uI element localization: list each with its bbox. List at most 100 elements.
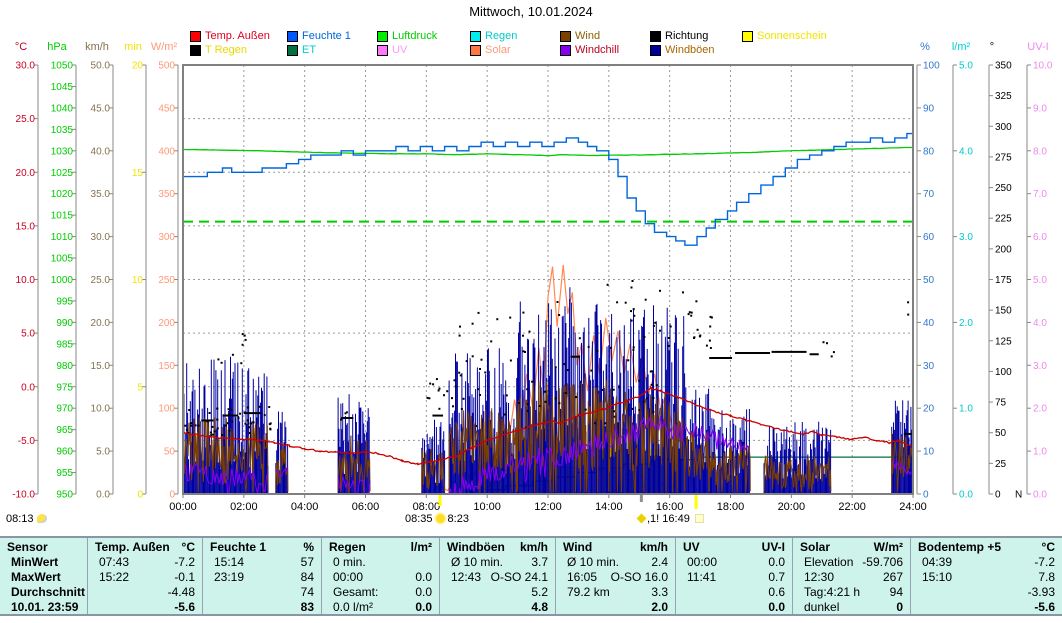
stats-column-regen: Regen l/m² 0 min. 00:00 0.0 Gesamt: 0.0 0.0 l/m… — [321, 538, 439, 614]
axis-tick-label: 15 — [132, 168, 144, 179]
axis-unit-label: l/m² — [952, 41, 971, 53]
legend-item-uv: UV — [377, 44, 407, 56]
series-windchill — [183, 415, 912, 494]
axis-tick-label: 8.0 — [1033, 146, 1047, 157]
legend-swatch-icon — [650, 44, 661, 56]
legend-label: Solar — [485, 44, 511, 56]
axis-tick-label: 1000 — [51, 275, 74, 286]
axis-tick-label: 5.0 — [96, 447, 110, 458]
axis-tick-label: 5.0 — [21, 329, 35, 340]
axis-tick-label: 2.0 — [1033, 404, 1047, 415]
axis-tick-label: 30.0 — [91, 232, 111, 243]
stats-row: -4.48 — [167, 585, 195, 599]
stats-column-header: Bodentemp +5 °C — [918, 540, 1055, 554]
stats-row: 00:00 0.0 — [687, 555, 785, 569]
stats-row: 23:19 84 — [214, 570, 314, 584]
axis-tick-label: 965 — [56, 425, 73, 436]
stats-row: Ø 10 min. 3.7 — [451, 555, 548, 569]
axis-tick-label: 1005 — [51, 254, 74, 265]
legend-item-luftdruck: Luftdruck — [377, 30, 437, 42]
x-tick-label: 08:00 — [413, 501, 441, 513]
sunrise-annotation: 08:35 8:23 — [405, 511, 469, 526]
axis-tick-label: 350 — [158, 189, 175, 200]
stats-row: -5.6 — [174, 600, 195, 614]
stats-row: Gesamt: 0.0 — [333, 585, 432, 599]
axis-tick-label: 1.0 — [1033, 447, 1047, 458]
axis-tick-label: 100 — [158, 404, 175, 415]
x-tick-label: 18:00 — [717, 501, 745, 513]
axis-tick-label: 985 — [56, 339, 73, 350]
x-tick-label: 00:00 — [169, 501, 197, 513]
legend-label: T Regen — [205, 44, 247, 56]
axis-tick-label: 0 — [923, 490, 929, 501]
x-axis-labels: 00:00 02:00 04:00 06:00 08:00 10:00 12:00 14:00… — [169, 494, 927, 513]
stats-column-header: Wind km/h — [563, 540, 668, 554]
axis-tick-label: 80 — [923, 146, 935, 157]
axis-tick-label: 150 — [995, 306, 1012, 317]
legend-swatch-icon — [470, 30, 481, 42]
stats-column-header: Windböen km/h — [447, 540, 548, 554]
stats-column-temp-au-en: Temp. Außen °C 07:43 -7.2 15:22 -0.1 -4.48 -5.6 — [87, 538, 202, 614]
axis-tick-label: 5.0 — [959, 61, 973, 72]
axis-tick-label: 20 — [132, 61, 144, 72]
legend-swatch-icon — [560, 44, 571, 56]
stats-row: 0.0 — [768, 600, 785, 614]
axis-unit-label: hPa — [47, 41, 67, 53]
axis-tick-label: 30.0 — [16, 61, 36, 72]
axis-tick-label: 0.0 — [1033, 490, 1047, 501]
axis-tick-label: 3.0 — [959, 232, 973, 243]
axis-tick-label: 1045 — [51, 82, 74, 93]
axis-tick-label: 0 — [995, 490, 1001, 501]
legend-swatch-icon — [560, 30, 571, 42]
axis-tick-label: 40 — [923, 318, 935, 329]
stats-column-sensor: Sensor MinWert MaxWert Durchschnitt 10.01. 2… — [0, 538, 87, 614]
legend-item-windb-en: Windböen — [650, 44, 715, 56]
axis-tick-label: 950 — [56, 490, 73, 501]
stats-row: Ø 10 min. 2.4 — [567, 555, 668, 569]
legend-label: Feuchte 1 — [302, 30, 351, 42]
axis-unit-label: min — [124, 41, 142, 53]
x-tick-label: 16:00 — [656, 501, 684, 513]
series-direction — [184, 280, 912, 437]
series-pressure — [183, 146, 913, 157]
axis-tick-label: 150 — [158, 361, 175, 372]
civil-dawn-time: 08:35 — [405, 512, 433, 525]
axis-tick-label: 10 — [923, 447, 935, 458]
axis-tick-label: 125 — [995, 336, 1012, 347]
axis-tick-label: 300 — [995, 122, 1012, 133]
axis-tick-label: 50 — [923, 275, 935, 286]
stats-row: 15:14 57 — [214, 555, 314, 569]
axis-tick-label: 35.0 — [91, 189, 111, 200]
sunset-annotation: ,1! 16:49 — [636, 511, 704, 526]
stats-column-header: Temp. Außen °C — [95, 540, 195, 554]
legend-item-temp-au-en: Temp. Außen — [190, 30, 270, 42]
x-tick-label: 10:00 — [473, 501, 501, 513]
axis-tick-label: 955 — [56, 468, 73, 479]
stats-column-feuchte-1: Feuchte 1% 15:14 57 23:19 84 74 83 — [202, 538, 321, 614]
stats-row: -5.6 — [1034, 600, 1055, 614]
axis-tick-label: 7.0 — [1033, 189, 1047, 200]
axis-tick-label: 0 — [169, 490, 175, 501]
axis-tick-label: 60 — [923, 232, 935, 243]
axis-sunshine: 20 15 10 5 0 min — [124, 41, 147, 501]
axis-tick-label: 15.0 — [16, 221, 36, 232]
axis-tick-label: 0.0 — [21, 382, 35, 393]
axis-rain: 5.0 4.0 3.0 2.0 1.0 0.0 l/m² — [952, 41, 974, 501]
axis-tick-label: 10.0 — [1033, 61, 1053, 72]
axis-tick-label: 9.0 — [1033, 103, 1047, 114]
axis-tick-label: 40.0 — [91, 146, 111, 157]
axis-tick-label: 225 — [995, 214, 1012, 225]
axis-tick-label: 90 — [923, 103, 935, 114]
axis-tick-label: 10 — [132, 275, 144, 286]
axis-tick-label: 1040 — [51, 103, 74, 114]
stats-row: 04:39 -7.2 — [922, 555, 1055, 569]
moonset-annotation: 08:13 — [6, 511, 47, 526]
axis-tick-label: 1020 — [51, 189, 74, 200]
axis-tick-label: 50 — [164, 447, 176, 458]
x-tick-label: 02:00 — [230, 501, 258, 513]
weather-chart: 30.025.020.015.010.05.00.0-5.0-10.0°C105… — [12, 41, 1053, 513]
legend-label: Luftdruck — [392, 30, 438, 42]
legend-item-regen: Regen — [470, 30, 517, 42]
stats-row: 2.0 — [651, 600, 668, 614]
